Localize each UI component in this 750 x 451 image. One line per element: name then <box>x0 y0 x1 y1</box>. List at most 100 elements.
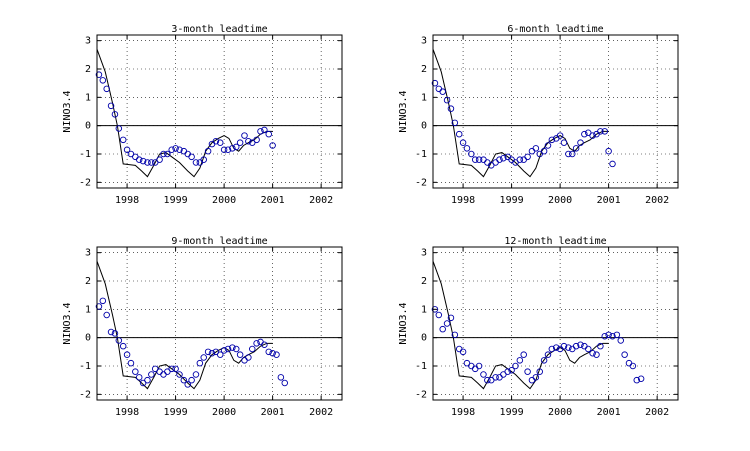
x-tick-label: 2001 <box>597 195 621 206</box>
forecast-point <box>544 351 552 358</box>
forecast-point <box>504 368 511 375</box>
forecast-point <box>552 344 560 351</box>
forecast-point <box>548 345 556 353</box>
x-tick-label: 2000 <box>212 407 236 418</box>
forecast-point <box>520 351 527 358</box>
forecast-point <box>261 126 268 134</box>
forecast-point <box>565 150 572 158</box>
forecast-point <box>277 374 285 381</box>
forecast-point <box>216 139 224 146</box>
forecast-point <box>257 128 264 135</box>
forecast-point <box>248 345 256 353</box>
forecast-point <box>281 379 289 387</box>
x-tick-label: 1998 <box>451 407 475 418</box>
forecast-point <box>200 354 207 361</box>
forecast-point <box>200 156 207 163</box>
forecast-point <box>229 344 236 351</box>
forecast-point <box>439 325 446 333</box>
y-tick-label: -1 <box>415 361 427 372</box>
forecast-point <box>443 320 451 327</box>
subplot-title: 3-month leadtime <box>171 24 267 35</box>
y-axis-label: NINO3.4 <box>398 302 409 344</box>
forecast-point <box>107 102 115 110</box>
forecast-point <box>245 137 252 145</box>
forecast-point <box>236 139 244 146</box>
forecast-point <box>565 344 572 351</box>
forecast-point <box>241 132 248 139</box>
y-tick-label: -2 <box>415 177 427 188</box>
forecast-point <box>204 147 212 155</box>
forecast-point <box>103 311 110 319</box>
x-tick-label: 2001 <box>261 195 285 206</box>
subplot-title: 9-month leadtime <box>171 236 267 247</box>
forecast-point <box>176 146 183 153</box>
y-tick-label: 0 <box>421 121 427 132</box>
forecast-point <box>172 365 179 373</box>
forecast-point <box>269 142 276 149</box>
forecast-point <box>220 347 228 354</box>
forecast-point <box>224 146 232 153</box>
x-tick-label: 1998 <box>451 195 475 206</box>
forecast-point <box>188 153 195 161</box>
axes-frame <box>432 246 679 401</box>
forecast-point <box>540 147 548 155</box>
forecast-point <box>164 150 171 158</box>
forecast-point <box>273 351 280 358</box>
forecast-point <box>265 130 272 138</box>
forecast-point <box>593 351 600 358</box>
forecast-point <box>236 351 244 358</box>
forecast-point <box>524 368 531 375</box>
x-tick-label: 2002 <box>645 195 669 206</box>
observed-line <box>96 48 273 178</box>
y-tick-label: -1 <box>415 149 427 160</box>
forecast-point <box>431 79 439 87</box>
forecast-point <box>103 85 110 93</box>
y-tick-label: 3 <box>421 248 427 259</box>
subplot-title: 12-month leadtime <box>504 236 606 247</box>
x-tick-label: 2002 <box>309 195 333 206</box>
forecast-point <box>601 333 608 340</box>
forecast-point <box>447 105 455 112</box>
forecast-point <box>589 132 596 139</box>
forecast-point <box>617 337 625 344</box>
forecast-point <box>160 150 167 158</box>
forecast-point <box>139 157 147 165</box>
y-tick-label: -2 <box>79 177 91 188</box>
forecast-point <box>471 156 479 163</box>
forecast-point <box>560 342 568 350</box>
forecast-point <box>435 311 443 319</box>
x-tick-label: 2002 <box>645 407 669 418</box>
y-tick-label: 3 <box>85 36 91 47</box>
forecast-point <box>560 139 568 146</box>
forecast-point <box>123 351 131 358</box>
forecast-point <box>451 119 459 127</box>
forecast-point <box>111 330 119 337</box>
forecast-point <box>532 374 540 381</box>
forecast-point <box>500 154 507 162</box>
forecast-point <box>475 362 483 370</box>
forecast-point <box>484 376 491 384</box>
y-axis-label: NINO3.4 <box>62 90 73 132</box>
forecast-point <box>455 130 463 138</box>
forecast-point <box>536 368 543 375</box>
forecast-point <box>229 145 236 152</box>
forecast-point <box>516 156 524 163</box>
forecast-point <box>176 371 183 378</box>
forecast-point <box>148 159 155 166</box>
subplot: -2 -1 0 1 2 3 1998 1999 2000 2001 2002 6-month lead… <box>398 24 679 206</box>
forecast-point <box>123 146 131 153</box>
forecast-point <box>253 340 260 347</box>
axes-frame <box>96 246 343 401</box>
subplot-title: 6-month leadtime <box>507 24 603 35</box>
observed-line <box>96 260 273 390</box>
y-tick-label: 3 <box>421 36 427 47</box>
forecast-point <box>556 132 564 139</box>
y-tick-label: -1 <box>79 361 91 372</box>
forecast-point <box>609 333 616 340</box>
x-tick-label: 1999 <box>164 195 188 206</box>
forecast-point <box>180 376 188 384</box>
y-tick-label: 0 <box>85 333 91 344</box>
forecast-point <box>184 381 191 388</box>
